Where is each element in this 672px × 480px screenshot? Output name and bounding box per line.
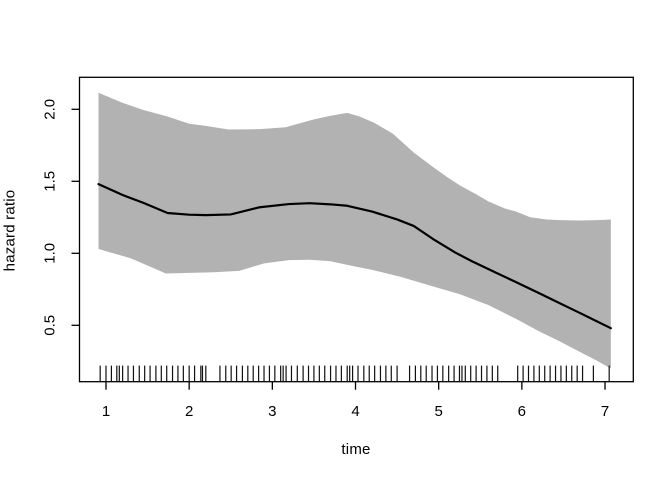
y-axis-tick-label: 1.5 [42,171,59,192]
x-axis-tick-label: 7 [601,403,609,420]
y-axis-label: hazard ratio [1,189,19,272]
y-axis-tick-label: 2.0 [42,99,59,120]
y-axis-tick-label: 0.5 [42,315,59,336]
confidence-band [98,92,611,369]
x-axis-tick-label: 1 [102,403,110,420]
x-axis-label: time [341,441,371,458]
x-axis-tick-label: 4 [351,403,359,420]
x-axis-tick-label: 6 [518,403,526,420]
x-axis-tick-label: 5 [435,403,443,420]
x-axis-tick-label: 3 [268,403,276,420]
hazard-ratio-line [97,183,612,330]
y-axis-tick-label: 1.0 [42,243,59,264]
plot-frame [78,76,634,383]
x-axis-tick-label: 2 [185,403,193,420]
